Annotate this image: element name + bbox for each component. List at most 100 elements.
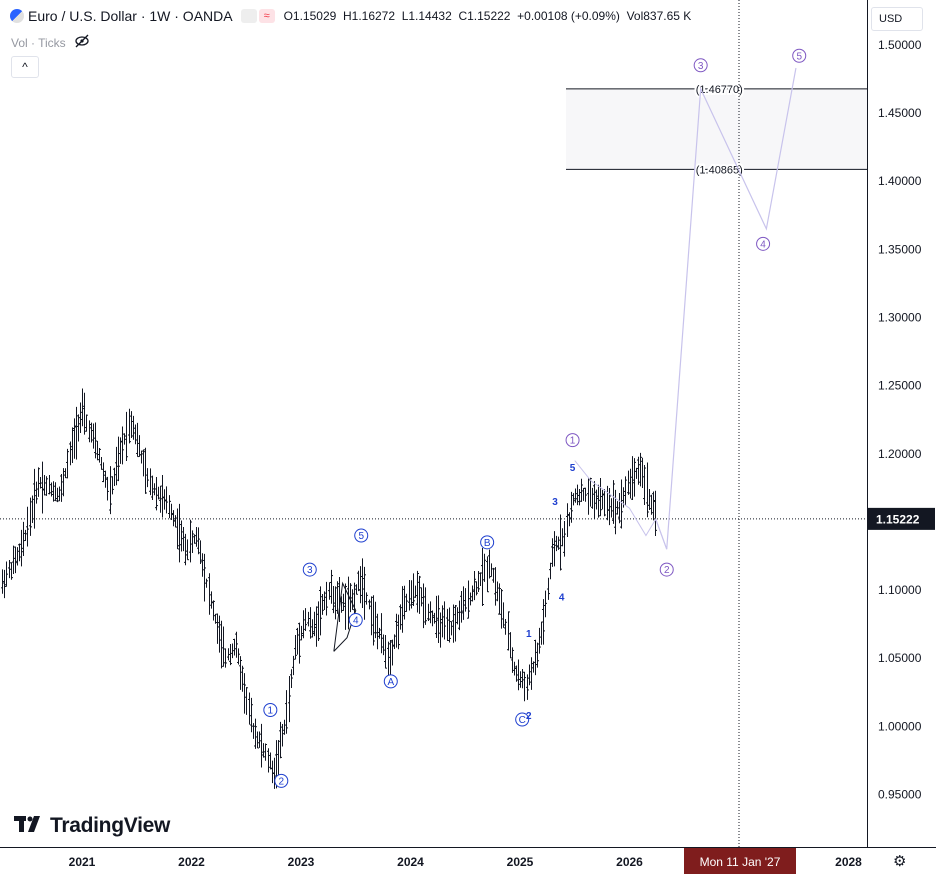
price-bar (650, 494, 653, 515)
open-value: O1.15029 (283, 9, 337, 23)
price-bar (304, 608, 307, 632)
price-bar (376, 613, 379, 650)
price-bar (153, 483, 156, 496)
price-bar (401, 586, 404, 633)
price-bar (203, 553, 206, 602)
price-bar (279, 721, 282, 759)
price-bar (296, 627, 299, 655)
vol-label: Vol · Ticks (11, 35, 66, 50)
wave-label: 3 (307, 565, 313, 576)
price-bar (43, 474, 46, 496)
legend-chip[interactable] (240, 9, 257, 23)
price-bar (14, 546, 17, 574)
chart-legend: Euro / U.S. Dollar · 1W · OANDA ≈ O1.150… (10, 8, 691, 24)
target-upper-label: (1.46770) (696, 84, 743, 96)
eye-off-icon[interactable] (74, 34, 90, 51)
price-bar (467, 580, 470, 619)
price-bar (52, 481, 55, 502)
price-bar (323, 591, 326, 611)
compare-chip[interactable]: ≈ (258, 9, 275, 23)
price-bar (351, 589, 354, 610)
price-bar (599, 478, 602, 517)
price-bar (98, 447, 101, 463)
price-bar (521, 669, 524, 689)
price-bar (172, 510, 175, 527)
price-bar (648, 489, 651, 510)
price-bar (363, 566, 366, 620)
price-bar (504, 618, 507, 635)
settings-icon[interactable]: ⚙ (893, 853, 907, 870)
price-bar (64, 468, 67, 479)
close-value: C1.15222 (458, 9, 511, 23)
collapse-legend-button[interactable]: ^ (11, 56, 39, 78)
y-tick-label: 1.40000 (878, 174, 922, 188)
price-bar (374, 601, 377, 639)
price-bar (488, 549, 491, 579)
price-bar (79, 402, 82, 434)
price-bar (526, 674, 529, 700)
y-tick-label: 1.00000 (878, 719, 922, 733)
price-bar (20, 529, 23, 567)
target-zone-fill (566, 88, 867, 170)
price-bar (424, 587, 427, 625)
price-bar (254, 718, 257, 749)
price-bar (530, 657, 533, 690)
wave-label: 4 (559, 592, 565, 603)
price-bar (637, 456, 640, 485)
price-bar (157, 486, 160, 500)
price-bar (479, 572, 482, 586)
y-tick-label: 1.25000 (878, 379, 922, 393)
currency-selector[interactable]: USD (871, 7, 923, 31)
price-bar (414, 585, 417, 598)
price-bar (439, 612, 442, 648)
ohlc-values: O1.15029 H1.16272 L1.14432 C1.15222 +0.0… (284, 9, 692, 23)
price-bar (475, 581, 478, 596)
price-bar (481, 547, 484, 607)
price-axis-bg (867, 0, 936, 879)
symbol-title[interactable]: Euro / U.S. Dollar · 1W · OANDA (28, 8, 233, 24)
price-bar (639, 452, 642, 487)
price-bar (610, 498, 613, 518)
price-bar (144, 447, 147, 494)
price-bar (71, 427, 74, 464)
price-bar (624, 476, 627, 506)
price-bar (593, 481, 596, 519)
price-bar (277, 740, 280, 780)
price-bar (212, 600, 215, 621)
price-bar (237, 648, 240, 665)
price-bar (460, 590, 463, 623)
price-bar (361, 558, 364, 608)
price-bar (205, 578, 208, 588)
price-bar (553, 531, 556, 567)
price-bar (509, 632, 512, 659)
price-bar (540, 621, 543, 645)
price-bar (115, 446, 118, 486)
wave-label: 4 (760, 239, 766, 250)
price-bar (88, 420, 91, 443)
price-bar (519, 671, 522, 688)
price-bar (24, 529, 27, 542)
price-bar (448, 607, 451, 643)
volume-indicator-legend[interactable]: Vol · Ticks (11, 34, 90, 51)
price-bar (601, 490, 604, 510)
y-tick-label: 1.30000 (878, 310, 922, 324)
price-bar (231, 643, 234, 659)
price-bar (549, 562, 552, 580)
price-bar (258, 731, 261, 748)
price-bar (477, 571, 480, 592)
price-bar (370, 596, 373, 636)
flag-icon (10, 9, 24, 23)
price-bar (81, 388, 84, 427)
price-bar (138, 435, 141, 457)
price-bar (359, 566, 362, 604)
price-bar (393, 634, 396, 650)
price-bar (595, 489, 598, 510)
volume-value: Vol837.65 K (626, 9, 692, 23)
price-bar (469, 592, 472, 606)
price-bar (380, 613, 383, 654)
tradingview-logo[interactable]: TradingView (14, 814, 170, 838)
price-bar (612, 480, 615, 524)
price-bar (494, 567, 497, 606)
price-bar (184, 533, 187, 566)
